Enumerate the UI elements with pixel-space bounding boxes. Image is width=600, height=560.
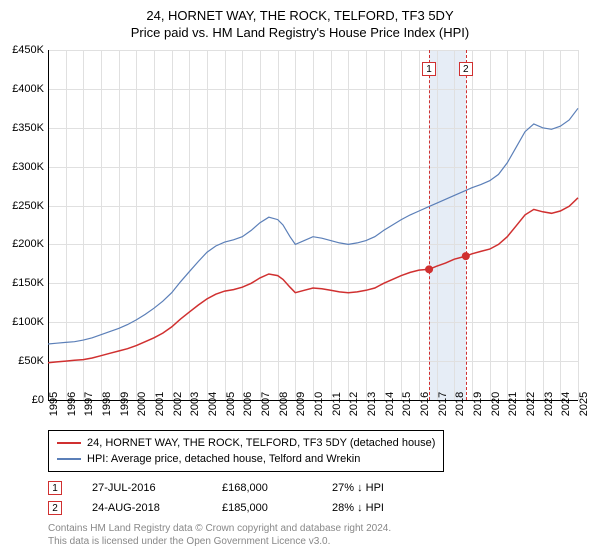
x-tick-label: 2020 bbox=[490, 392, 502, 416]
chart-lines bbox=[48, 50, 578, 400]
data-row: 1 27-JUL-2016£168,00027% ↓ HPI bbox=[48, 478, 442, 498]
legend: 24, HORNET WAY, THE ROCK, TELFORD, TF3 5… bbox=[48, 430, 444, 472]
x-tick-label: 2003 bbox=[189, 392, 201, 416]
x-tick-label: 2009 bbox=[295, 392, 307, 416]
y-tick-label: £350K bbox=[12, 122, 44, 134]
x-tick-label: 2022 bbox=[525, 392, 537, 416]
x-tick-label: 1999 bbox=[119, 392, 131, 416]
x-tick-label: 2004 bbox=[207, 392, 219, 416]
legend-swatch bbox=[57, 458, 81, 460]
x-tick-label: 2010 bbox=[313, 392, 325, 416]
x-tick-label: 2011 bbox=[331, 392, 343, 416]
legend-item: 24, HORNET WAY, THE ROCK, TELFORD, TF3 5… bbox=[57, 435, 435, 451]
y-tick-label: £200K bbox=[12, 238, 44, 250]
attribution: Contains HM Land Registry data © Crown c… bbox=[48, 522, 391, 548]
x-tick-label: 2017 bbox=[437, 392, 449, 416]
x-tick-label: 1995 bbox=[48, 392, 60, 416]
legend-label: 24, HORNET WAY, THE ROCK, TELFORD, TF3 5… bbox=[87, 437, 435, 449]
title-subtitle: Price paid vs. HM Land Registry's House … bbox=[0, 25, 600, 40]
x-tick-label: 2008 bbox=[278, 392, 290, 416]
annotation-marker: 2 bbox=[459, 62, 473, 76]
title-address: 24, HORNET WAY, THE ROCK, TELFORD, TF3 5… bbox=[0, 8, 600, 23]
x-tick-label: 2012 bbox=[348, 392, 360, 416]
x-tick-label: 1998 bbox=[101, 392, 113, 416]
x-tick-label: 2024 bbox=[560, 392, 572, 416]
y-tick-label: £250K bbox=[12, 200, 44, 212]
y-tick-label: £100K bbox=[12, 316, 44, 328]
y-tick-label: £450K bbox=[12, 44, 44, 56]
y-tick-label: £400K bbox=[12, 83, 44, 95]
x-tick-label: 2019 bbox=[472, 392, 484, 416]
data-row-pct: 27% ↓ HPI bbox=[332, 482, 442, 494]
chart-area: £0£50K£100K£150K£200K£250K£300K£350K£400… bbox=[48, 50, 578, 400]
data-row-date: 27-JUL-2016 bbox=[92, 482, 222, 494]
legend-swatch bbox=[57, 442, 81, 444]
data-table: 1 27-JUL-2016£168,00027% ↓ HPI 2 24-AUG-201… bbox=[48, 478, 442, 518]
gridline-v bbox=[578, 50, 579, 400]
y-tick-label: £150K bbox=[12, 277, 44, 289]
data-row-price: £168,000 bbox=[222, 482, 332, 494]
annotation-marker: 1 bbox=[422, 62, 436, 76]
series-line bbox=[48, 108, 578, 344]
x-tick-label: 2025 bbox=[578, 392, 590, 416]
y-tick-label: £300K bbox=[12, 161, 44, 173]
x-tick-label: 2016 bbox=[419, 392, 431, 416]
chart-container: 24, HORNET WAY, THE ROCK, TELFORD, TF3 5… bbox=[0, 0, 600, 560]
x-tick-label: 2018 bbox=[454, 392, 466, 416]
x-tick-label: 2005 bbox=[225, 392, 237, 416]
data-row-marker: 1 bbox=[48, 481, 62, 495]
series-marker bbox=[462, 252, 470, 260]
x-tick-label: 2001 bbox=[154, 392, 166, 416]
x-tick-label: 2002 bbox=[172, 392, 184, 416]
x-tick-label: 2014 bbox=[384, 392, 396, 416]
x-tick-label: 1996 bbox=[66, 392, 78, 416]
x-tick-label: 2023 bbox=[543, 392, 555, 416]
data-row-pct: 28% ↓ HPI bbox=[332, 502, 442, 514]
x-tick-label: 2000 bbox=[136, 392, 148, 416]
x-tick-label: 2013 bbox=[366, 392, 378, 416]
data-row-marker: 2 bbox=[48, 501, 62, 515]
attribution-line2: This data is licensed under the Open Gov… bbox=[48, 535, 391, 548]
attribution-line1: Contains HM Land Registry data © Crown c… bbox=[48, 522, 391, 535]
x-tick-label: 2021 bbox=[507, 392, 519, 416]
series-marker bbox=[425, 265, 433, 273]
x-tick-label: 2006 bbox=[242, 392, 254, 416]
title-block: 24, HORNET WAY, THE ROCK, TELFORD, TF3 5… bbox=[0, 0, 600, 40]
series-line bbox=[48, 198, 578, 363]
x-tick-label: 2015 bbox=[401, 392, 413, 416]
legend-item: HPI: Average price, detached house, Telf… bbox=[57, 451, 435, 467]
data-row: 2 24-AUG-2018£185,00028% ↓ HPI bbox=[48, 498, 442, 518]
y-tick-label: £0 bbox=[32, 394, 44, 406]
data-row-date: 24-AUG-2018 bbox=[92, 502, 222, 514]
data-row-price: £185,000 bbox=[222, 502, 332, 514]
y-tick-label: £50K bbox=[18, 355, 44, 367]
x-tick-label: 2007 bbox=[260, 392, 272, 416]
legend-label: HPI: Average price, detached house, Telf… bbox=[87, 453, 360, 465]
x-tick-label: 1997 bbox=[83, 392, 95, 416]
plot-region: £0£50K£100K£150K£200K£250K£300K£350K£400… bbox=[48, 50, 578, 400]
